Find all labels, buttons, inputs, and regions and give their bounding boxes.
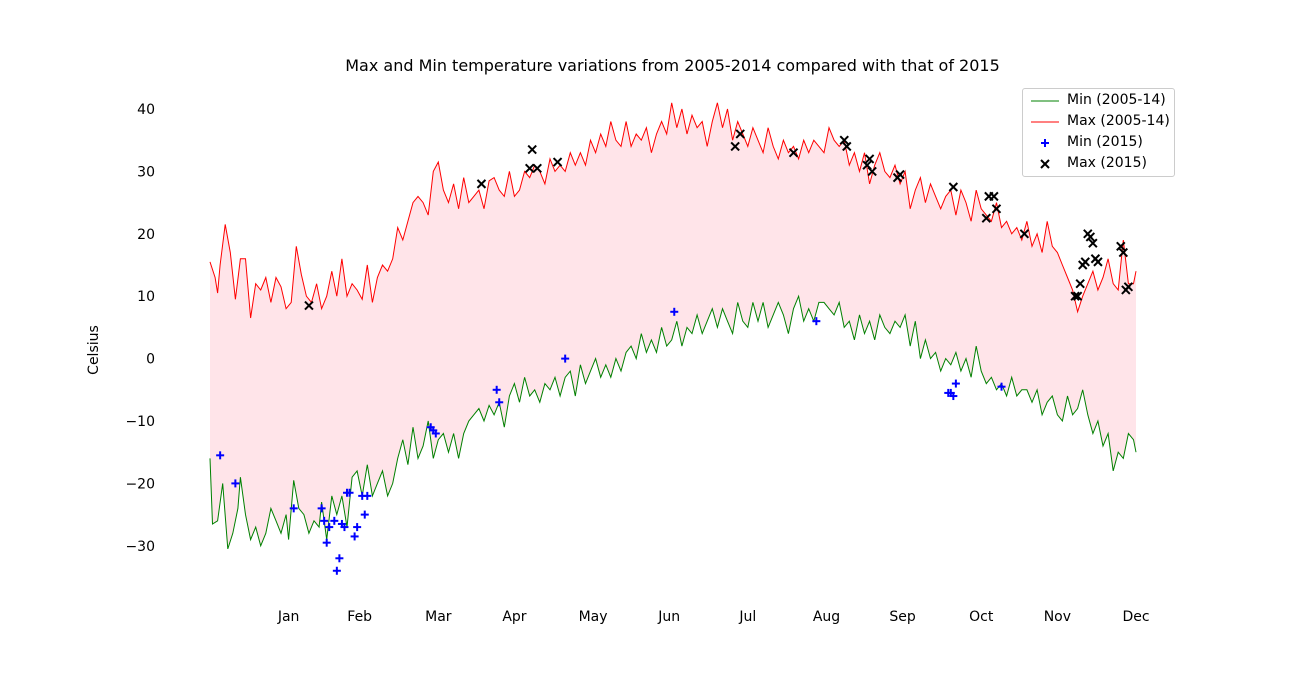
y-tick-label: 0 <box>146 352 155 368</box>
max-2015-point <box>1118 247 1129 258</box>
legend-label: Max (2005-14) <box>1067 113 1170 129</box>
max-2015-point <box>1088 238 1098 248</box>
min-2015-point <box>431 429 440 438</box>
max-2015-point <box>839 135 849 145</box>
min-2015-point <box>320 516 329 525</box>
min-2015-point <box>353 523 362 532</box>
y-tick-label: 10 <box>137 289 155 305</box>
max-2015-point <box>948 182 959 192</box>
y-tick-label: −30 <box>125 539 155 555</box>
min-2015-point <box>495 398 504 407</box>
y-tick-label: −20 <box>125 476 155 492</box>
max-2015-point <box>552 157 563 167</box>
max-2015-point <box>527 144 537 155</box>
max-2015-point <box>867 166 877 177</box>
legend: Min (2005-14) Max (2005-14) Min (2015) M… <box>1022 88 1175 177</box>
legend-line-green <box>1031 100 1059 102</box>
legend-line-red <box>1031 121 1059 123</box>
y-tick-label: 40 <box>137 102 155 118</box>
chart-title: Max and Min temperature variations from … <box>345 56 1000 75</box>
max-2015-point <box>1019 229 1030 239</box>
min-2015-point <box>289 504 298 513</box>
max-2015-point <box>788 147 799 158</box>
max-2015-point <box>1072 291 1083 301</box>
x-tick-label: Dec <box>1122 609 1149 625</box>
max-2015-point <box>476 179 487 189</box>
x-tick-label: Feb <box>347 609 372 625</box>
max-2015-point <box>895 169 905 180</box>
x-tick-label: May <box>579 609 608 625</box>
min-2015-point <box>951 379 960 388</box>
max-2015-point <box>532 163 542 173</box>
y-tick-label: 30 <box>137 164 155 180</box>
legend-item-min-2005-14: Min (2005-14) <box>1023 90 1174 110</box>
legend-label: Min (2015) <box>1067 134 1143 150</box>
min-2015-point <box>325 523 334 532</box>
min-2015-point <box>322 538 331 547</box>
x-tick-label: Nov <box>1044 609 1071 625</box>
max-2015-point <box>1116 241 1126 251</box>
series-line-max-2005-14 <box>209 102 1137 319</box>
max-2015-point <box>524 163 535 173</box>
x-tick-label: Apr <box>502 609 526 625</box>
y-axis-label: Celsius <box>86 325 102 375</box>
y-tick-label: −10 <box>125 414 155 430</box>
x-tick-label: Aug <box>813 609 840 625</box>
min-2015-point <box>949 392 958 401</box>
min-2015-point <box>216 451 225 460</box>
min-2015-point <box>360 510 369 519</box>
max-2015-point <box>735 129 745 139</box>
legend-item-max-2005-14: Max (2005-14) <box>1023 111 1174 131</box>
max-2015-point <box>1080 257 1090 267</box>
min-2015-point <box>561 354 570 363</box>
x-tick-label: Jul <box>738 609 756 625</box>
min-2015-point <box>231 479 240 488</box>
max-2015-point <box>991 204 1002 214</box>
min-2015-point <box>492 385 501 394</box>
min-2015-point <box>670 307 679 316</box>
min-max-band <box>210 102 1136 549</box>
min-2015-point <box>363 491 372 500</box>
x-tick-label: Mar <box>425 609 452 625</box>
min-2015-point <box>997 382 1006 391</box>
legend-label: Max (2015) <box>1067 155 1147 171</box>
min-2015-point <box>350 532 359 541</box>
max-2015-point <box>864 154 875 164</box>
x-tick-label: Oct <box>969 609 994 625</box>
y-tick-label: 20 <box>137 227 155 243</box>
max-2015-point <box>981 213 992 223</box>
max-2015-point <box>730 141 740 152</box>
max-2015-point <box>1070 291 1080 301</box>
min-2015-point <box>812 317 821 326</box>
min-2015-point <box>332 566 341 575</box>
min-2015-point <box>317 504 326 513</box>
legend-marker-plus <box>1041 139 1049 147</box>
min-2015-point <box>340 523 349 532</box>
max-2015-point <box>304 300 314 311</box>
x-tick-label: Sep <box>889 609 916 625</box>
max-2015-point <box>1123 282 1134 292</box>
legend-marker-x <box>1040 159 1050 169</box>
min-2015-point <box>330 516 339 525</box>
max-2015-point <box>1085 232 1096 242</box>
x-tick-label: Jun <box>657 609 680 625</box>
max-2015-point <box>1093 257 1103 267</box>
legend-item-max-2015: Max (2015) <box>1023 153 1174 173</box>
max-2015-point <box>1075 279 1085 289</box>
legend-label: Min (2005-14) <box>1067 92 1166 108</box>
series-line-min-2005-14 <box>209 294 1137 550</box>
max-2015-point <box>842 141 852 152</box>
x-tick-label: Jan <box>277 609 300 625</box>
min-2015-point <box>335 554 344 563</box>
max-2015-point <box>989 191 999 202</box>
legend-item-min-2015: Min (2015) <box>1023 132 1174 152</box>
min-2015-point <box>345 488 354 497</box>
